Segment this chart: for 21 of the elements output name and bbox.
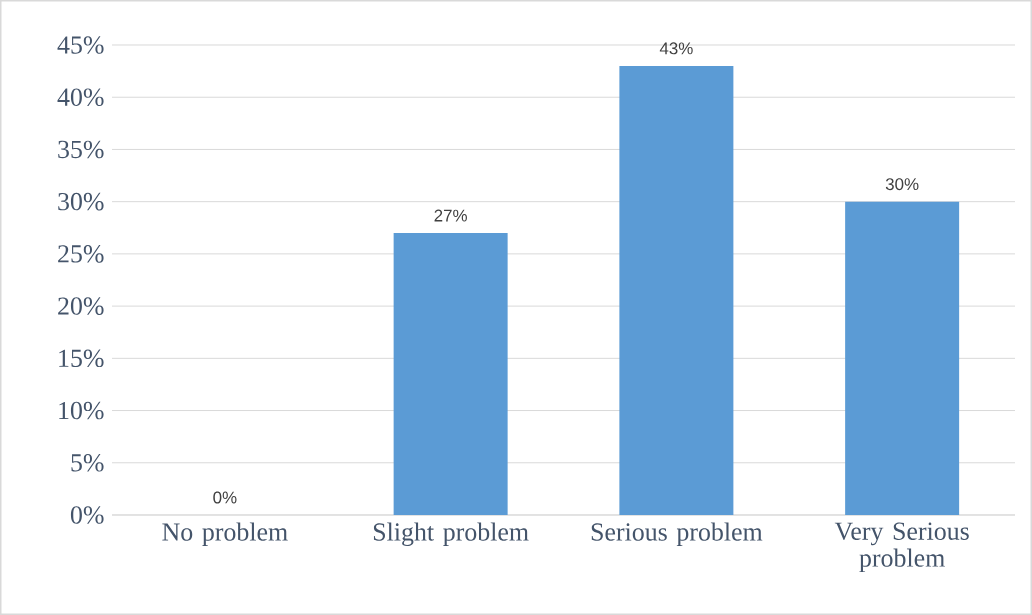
bar <box>619 65 734 515</box>
y-tick-label: 30% <box>58 192 104 211</box>
bar <box>393 233 508 515</box>
data-label: 27% <box>434 209 467 222</box>
data-label: 0% <box>213 491 237 504</box>
y-tick-label: 45% <box>57 36 104 54</box>
x-tick-label: Slight problem <box>373 522 529 547</box>
x-tick-label: Serious problem <box>591 522 763 547</box>
y-tick-label: 5% <box>71 453 104 472</box>
y-tick-label: 15% <box>59 349 104 368</box>
y-tick-label: 40% <box>57 88 104 107</box>
data-label: 30% <box>885 178 919 191</box>
bar <box>845 201 960 515</box>
y-tick-label: 10% <box>59 401 104 420</box>
y-tick-label: 20% <box>58 297 104 315</box>
y-tick-label: 35% <box>58 140 104 159</box>
x-tick-label: No problem <box>162 522 288 547</box>
x-tick-label: Very Serious problem <box>834 522 969 573</box>
data-label: 43% <box>659 42 693 55</box>
y-tick-label: 25% <box>58 245 104 263</box>
y-tick-label: 0% <box>70 506 104 524</box>
